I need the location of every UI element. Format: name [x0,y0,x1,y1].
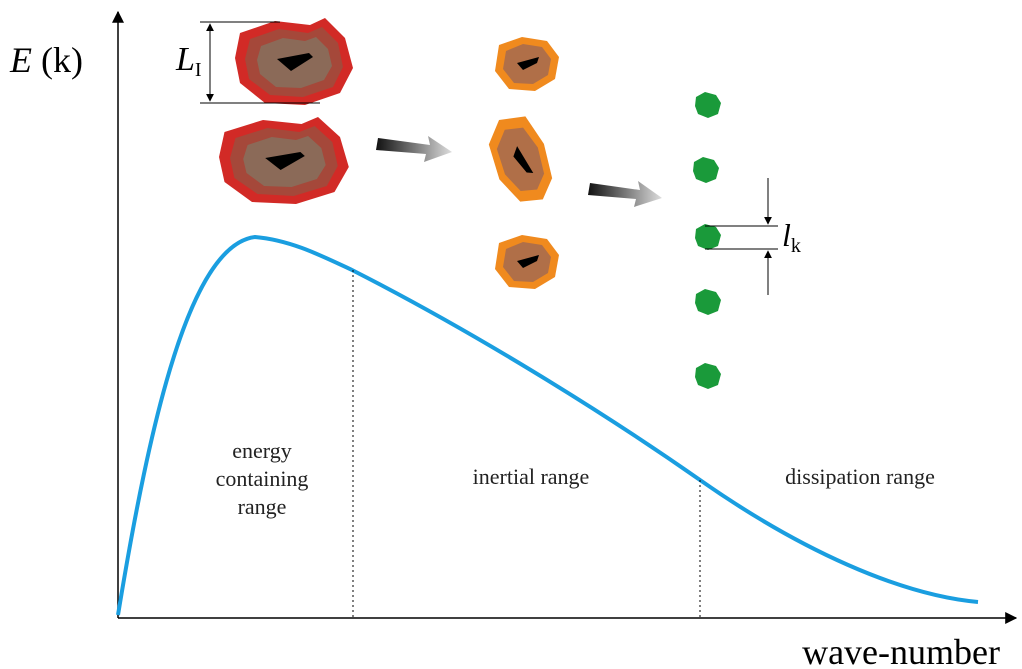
label-part: k [791,235,801,257]
region-label: inertial range [473,464,590,489]
medium-eddy [495,235,559,289]
spectrum-curve [116,234,979,616]
small-eddy [695,92,721,118]
scale-label: LI [175,41,202,81]
region-label: dissipation range [785,464,935,489]
scale-label: lk [782,217,801,257]
label-part: E [9,40,32,80]
cascade-arrow [588,181,662,207]
small-eddy [693,157,719,183]
region-label: range [238,494,287,519]
medium-eddy [480,108,562,211]
x-axis-label: wave-number [802,632,1000,669]
label-part: l [782,217,791,253]
cascade-arrow [376,136,452,162]
label-part: L [175,41,195,78]
large-eddy [219,117,349,204]
label-part: (k) [41,40,83,80]
large-eddy [235,18,353,105]
label-part: I [195,59,202,81]
region-label: energy [232,438,291,463]
small-eddy [695,289,721,315]
medium-eddy [495,37,559,91]
y-axis-label: E (k) [9,40,83,80]
small-eddy [695,363,721,389]
small-eddy [695,224,721,250]
region-label: containing [216,466,309,491]
